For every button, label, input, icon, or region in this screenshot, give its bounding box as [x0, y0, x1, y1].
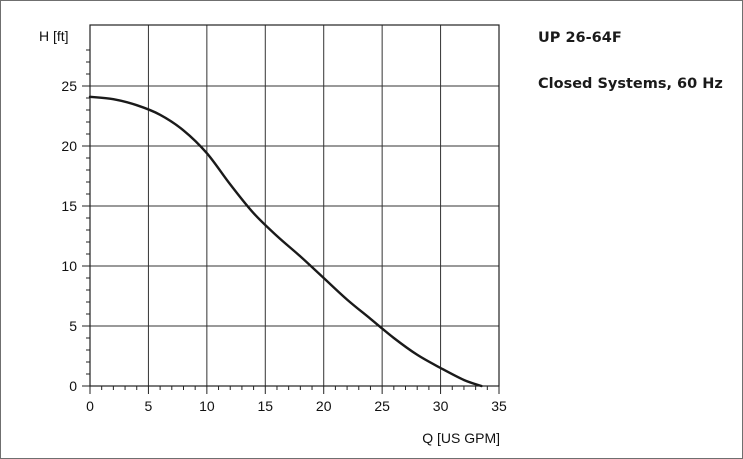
- chart-info: UP 26-64F Closed Systems, 60 Hz: [538, 30, 738, 92]
- x-tick-label: 5: [145, 398, 153, 414]
- y-axis-title: H [ft]: [39, 28, 69, 44]
- x-tick-label: 25: [374, 398, 390, 414]
- x-tick-label: 30: [433, 398, 449, 414]
- operating-condition: Closed Systems, 60 Hz: [538, 76, 723, 92]
- y-tick-label: 25: [61, 78, 77, 94]
- x-tick-label: 15: [257, 398, 273, 414]
- pump-curve-line: [88, 95, 483, 388]
- y-tick-label: 10: [61, 258, 77, 274]
- x-tick-label: 10: [199, 398, 215, 414]
- tick-labels: 0 5 10 15 20 25 30 35 0 5 10 15 20 25: [61, 78, 507, 414]
- x-tick-label: 20: [316, 398, 332, 414]
- x-axis-title: Q [US GPM]: [422, 430, 500, 446]
- y-tick-label: 0: [69, 378, 77, 394]
- x-tick-label: 35: [491, 398, 507, 414]
- ticks: [82, 49, 500, 394]
- grid: [90, 25, 499, 386]
- y-tick-label: 5: [69, 318, 77, 334]
- series: [88, 95, 483, 388]
- x-tick-label: 0: [86, 398, 94, 414]
- model-name: UP 26-64F: [538, 30, 622, 46]
- y-tick-label: 15: [61, 198, 77, 214]
- y-tick-label: 20: [61, 138, 77, 154]
